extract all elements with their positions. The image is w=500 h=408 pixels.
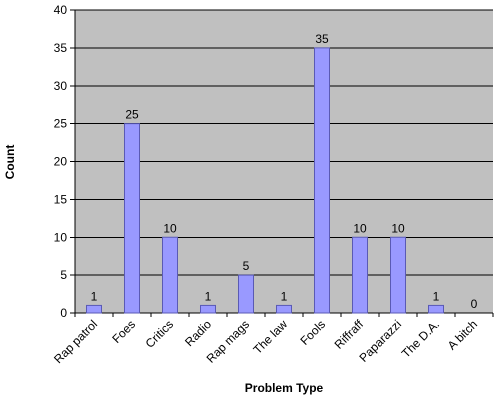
data-label: 0 bbox=[471, 297, 478, 311]
y-axis-title: Count bbox=[3, 145, 17, 180]
x-tick-label: The D.A. bbox=[399, 317, 442, 360]
x-tick-label: Paparazzi bbox=[356, 317, 404, 365]
x-tick-label: Fools bbox=[297, 317, 328, 348]
y-tick-label: 10 bbox=[54, 230, 68, 244]
bar bbox=[124, 123, 140, 314]
x-tick-label: Foes bbox=[109, 317, 138, 346]
y-tick-label: 20 bbox=[54, 155, 68, 169]
bar bbox=[276, 304, 292, 314]
data-label: 1 bbox=[281, 289, 288, 303]
data-label: 10 bbox=[163, 221, 177, 235]
y-tick-label: 25 bbox=[54, 117, 68, 131]
bar bbox=[162, 236, 178, 314]
y-tick-label: 15 bbox=[54, 192, 68, 206]
x-tick-label: The law bbox=[251, 317, 291, 357]
data-label: 1 bbox=[433, 289, 440, 303]
bar bbox=[428, 304, 444, 314]
bar bbox=[314, 47, 330, 314]
data-label: 10 bbox=[353, 221, 367, 235]
bar bbox=[390, 236, 406, 314]
x-tick-label: Riffraff bbox=[332, 317, 367, 352]
y-tick-label: 40 bbox=[54, 3, 68, 17]
bar bbox=[86, 304, 102, 314]
data-label: 5 bbox=[243, 259, 250, 273]
bars bbox=[86, 47, 444, 314]
y-axis-ticks: 0 5 10 15 20 25 30 35 40 bbox=[54, 3, 75, 320]
data-label: 35 bbox=[315, 32, 329, 46]
bar bbox=[200, 304, 216, 314]
data-label: 25 bbox=[125, 108, 139, 122]
y-tick-label: 30 bbox=[54, 79, 68, 93]
y-tick-label: 0 bbox=[60, 306, 67, 320]
data-label: 1 bbox=[91, 289, 98, 303]
bar bbox=[238, 274, 254, 314]
x-tick-label: A bitch bbox=[445, 317, 480, 352]
bar bbox=[352, 236, 368, 314]
data-label: 10 bbox=[391, 221, 405, 235]
y-tick-label: 5 bbox=[60, 268, 67, 282]
x-axis-title: Problem Type bbox=[245, 381, 324, 395]
y-tick-label: 35 bbox=[54, 41, 68, 55]
data-label: 1 bbox=[205, 289, 212, 303]
x-tick-label: Radio bbox=[182, 317, 214, 349]
x-tick-label: Critics bbox=[143, 317, 176, 350]
x-tick-label: Rap patrol bbox=[51, 317, 100, 366]
